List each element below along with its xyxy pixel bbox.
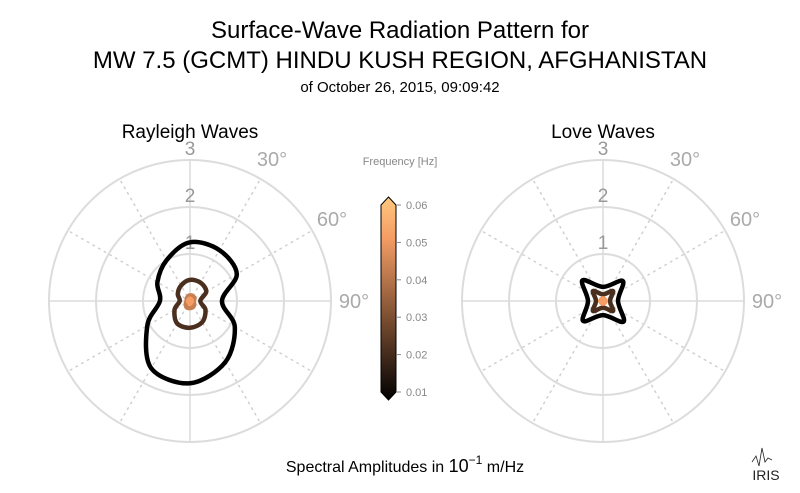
angular-gridline [602, 178, 675, 302]
radial-tick-label: 3 [598, 139, 609, 160]
angular-gridline [67, 300, 191, 373]
frequency-colorbar: Frequency [Hz] 0.01 0.02 0.03 0.04 0.05 0.06 [363, 156, 438, 401]
angular-gridline [531, 178, 604, 302]
radiation-curve-0.05 [597, 295, 609, 307]
angular-gridline [189, 300, 262, 424]
angle-tick-label: 30° [670, 149, 700, 171]
colorbar-label: Frequency [Hz] [363, 156, 438, 168]
colorbar-tick-label: 0.03 [406, 312, 427, 324]
figure-title: Surface-Wave Radiation Pattern for [211, 17, 589, 44]
radial-gridline [555, 253, 651, 349]
radial-gridline [461, 159, 745, 443]
radial-tick-label: 2 [598, 186, 609, 207]
angular-gridline [602, 229, 726, 302]
angular-gridline [480, 229, 604, 302]
angular-gridline [602, 300, 726, 373]
colorbar-tick-label: 0.02 [406, 350, 427, 362]
angle-tick-label: 90° [339, 291, 369, 313]
angle-tick-label: 30° [257, 149, 287, 171]
radial-tick-label: 1 [598, 233, 609, 254]
angular-gridline [67, 229, 191, 302]
figure-subtitle: of October 26, 2015, 09:09:42 [300, 79, 499, 96]
colorbar-tick-label: 0.04 [406, 275, 427, 287]
radiation-curve-0.05 [185, 296, 195, 307]
angular-gridline [189, 229, 313, 302]
angle-tick-label: 60° [730, 209, 760, 231]
figure-title-event: MW 7.5 (GCMT) HINDU KUSH REGION, AFGHANI… [93, 47, 707, 74]
angular-gridline [118, 178, 191, 302]
radial-tick-label: 2 [185, 186, 196, 207]
colorbar-tick-label: 0.01 [406, 387, 427, 399]
colorbar-tick-label: 0.06 [406, 200, 427, 212]
radial-tick-label: 3 [185, 139, 196, 160]
svg-text:IRIS: IRIS [752, 467, 779, 483]
x-axis-label: Spectral Amplitudes in 10−1 m/Hz [286, 453, 524, 476]
radial-gridline [142, 253, 238, 349]
angle-tick-label: 90° [752, 291, 782, 313]
angular-gridline [531, 300, 604, 424]
angular-gridline [118, 300, 191, 424]
panel-title: Love Waves [551, 122, 655, 143]
radial-gridline [48, 159, 332, 443]
radial-gridline [508, 206, 698, 396]
angular-gridline [189, 178, 262, 302]
iris-logo: IRIS [751, 447, 780, 483]
polar-panel-1: Love Waves 1 2 3 30° 60° 90° [461, 122, 782, 443]
colorbar-tick-label: 0.05 [406, 237, 427, 249]
angular-gridline [480, 300, 604, 373]
radiation-curve-0.01 [579, 277, 627, 325]
colorbar-bar [380, 196, 397, 401]
panel-title: Rayleigh Waves [122, 122, 259, 143]
radiation-curve-0.02 [590, 288, 616, 314]
radiation-curve-0.01 [143, 239, 240, 386]
angular-gridline [602, 300, 675, 424]
angle-tick-label: 60° [317, 209, 347, 231]
radiation-curve-0.02 [172, 277, 209, 331]
angular-gridline [189, 300, 313, 373]
radial-gridline [95, 206, 285, 396]
